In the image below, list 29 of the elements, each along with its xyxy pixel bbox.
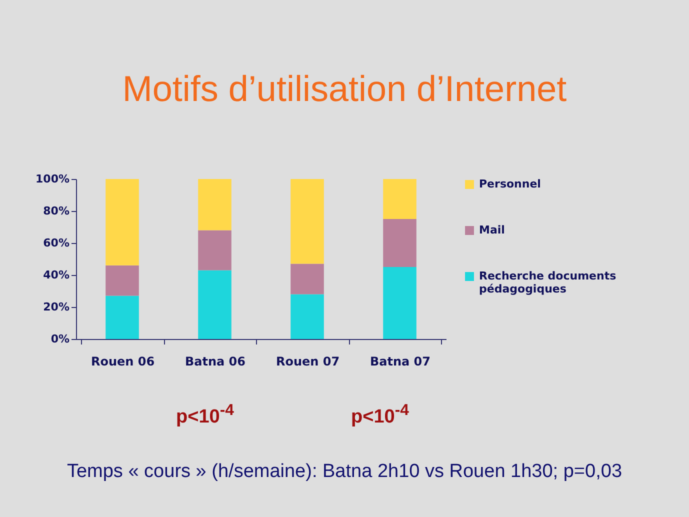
y-tick-label: 0% bbox=[50, 332, 70, 346]
bar bbox=[106, 296, 139, 339]
y-tick-label: 80% bbox=[43, 204, 70, 218]
bar bbox=[383, 267, 416, 339]
bar bbox=[198, 270, 232, 339]
chart-title: Motifs d’utilisation d’Internet bbox=[121, 68, 568, 110]
bar bbox=[198, 179, 232, 230]
x-tick-label: Rouen 06 bbox=[90, 354, 155, 368]
bar bbox=[383, 179, 416, 219]
x-tick-label: Batna 07 bbox=[370, 354, 430, 368]
bar bbox=[106, 179, 139, 266]
legend-label: Mail bbox=[479, 224, 505, 236]
legend-label: Personnel bbox=[479, 178, 541, 190]
y-tick-label: 60% bbox=[43, 236, 70, 250]
x-tick-label: Batna 06 bbox=[185, 354, 246, 368]
legend-label: Recherche documents pédagogiques bbox=[479, 270, 617, 296]
text: p<10$^{-4}$ bbox=[176, 402, 234, 428]
bar bbox=[290, 179, 324, 264]
bar bbox=[106, 265, 139, 296]
text: Temps « cours » (h/semaine): Batna 2h10 vs Rouen 1h30; p=0,03 bbox=[66, 460, 624, 484]
y-tick-label: 40% bbox=[43, 268, 70, 282]
text: p<10$^{-4}$ bbox=[351, 402, 409, 428]
y-tick-label: 100% bbox=[36, 172, 70, 186]
bar bbox=[290, 294, 324, 339]
x-tick-label: Rouen 07 bbox=[276, 354, 340, 368]
bar bbox=[290, 264, 324, 294]
y-tick-label: 20% bbox=[43, 300, 70, 314]
bar bbox=[383, 219, 416, 267]
bar bbox=[198, 230, 232, 270]
